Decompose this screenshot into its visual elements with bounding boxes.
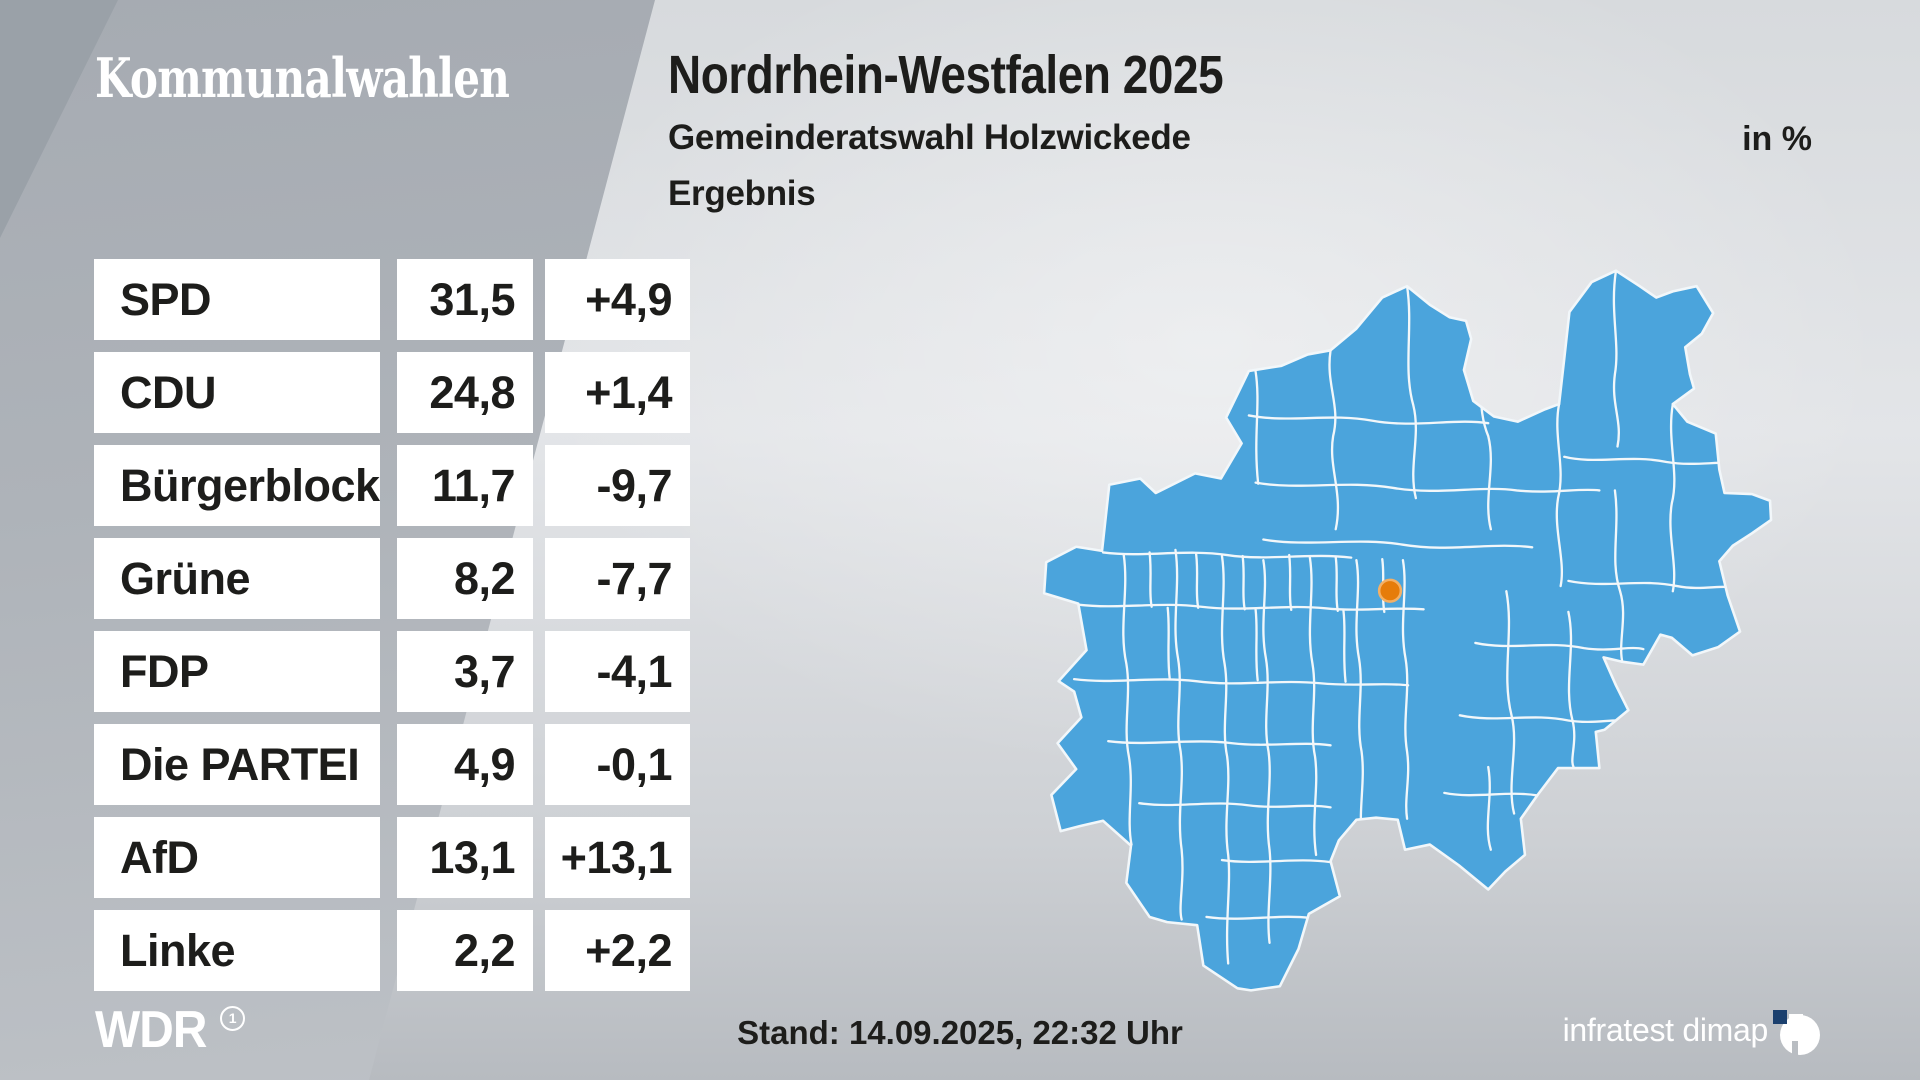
party-text: FDP <box>120 645 209 697</box>
value-cell: 2,2 <box>397 910 533 991</box>
timestamp: Stand: 14.09.2025, 22:32 Uhr <box>737 1014 1183 1051</box>
party-cell: Linke <box>94 910 380 991</box>
subtitle-election: Gemeinderatswahl Holzwickede <box>668 118 1191 157</box>
value-text: 24,8 <box>429 366 515 418</box>
value-text: 13,1 <box>429 831 515 883</box>
party-cell: SPD <box>94 259 380 340</box>
change-text: +1,4 <box>585 366 672 418</box>
infratest-dimap-label: infratest dimap <box>1562 1012 1769 1048</box>
value-cell: 11,7 <box>397 445 533 526</box>
party-text: Grüne <box>120 552 251 604</box>
unit-label: in % <box>1742 120 1812 158</box>
value-cell: 31,5 <box>397 259 533 340</box>
party-text: Linke <box>120 924 236 976</box>
subtitle-section: Ergebnis <box>668 174 816 213</box>
value-cell: 3,7 <box>397 631 533 712</box>
change-text: -4,1 <box>596 645 672 697</box>
wdr-logo: WDR 1 <box>95 1001 246 1059</box>
value-cell: 24,8 <box>397 352 533 433</box>
change-text: +4,9 <box>585 273 672 325</box>
party-text: CDU <box>120 366 217 418</box>
nrw-map <box>1042 269 1773 992</box>
change-text: +13,1 <box>560 831 673 883</box>
wdr-logo-text: WDR <box>95 1001 207 1059</box>
value-text: 31,5 <box>429 273 515 325</box>
value-text: 4,9 <box>453 738 516 790</box>
party-cell: Die PARTEI <box>94 724 380 805</box>
party-cell: Bürgerblock <box>94 445 380 526</box>
infratest-dimap-icon <box>1773 1010 1820 1056</box>
value-text: 2,2 <box>453 924 516 976</box>
change-cell: -4,1 <box>545 631 690 712</box>
change-cell: +1,4 <box>545 352 690 433</box>
party-text: SPD <box>120 273 212 325</box>
change-cell: -7,7 <box>545 538 690 619</box>
change-text: -9,7 <box>596 459 672 511</box>
party-cell: AfD <box>94 817 380 898</box>
district-borders <box>1072 270 1746 965</box>
party-text: AfD <box>120 831 199 883</box>
party-cell: CDU <box>94 352 380 433</box>
holzwickede-marker <box>1377 578 1403 603</box>
party-cell: FDP <box>94 631 380 712</box>
page-title: Nordrhein-Westfalen 2025 <box>668 45 1224 105</box>
ard-one-icon: 1 <box>220 1006 246 1031</box>
value-text: 3,7 <box>453 645 516 697</box>
value-cell: 8,2 <box>397 538 533 619</box>
change-cell: -9,7 <box>545 445 690 526</box>
change-text: -7,7 <box>596 552 672 604</box>
change-cell: +2,2 <box>545 910 690 991</box>
change-cell: +13,1 <box>545 817 690 898</box>
party-cell: Grüne <box>94 538 380 619</box>
value-text: 11,7 <box>431 459 516 511</box>
change-text: -0,1 <box>596 738 672 790</box>
party-text: Die PARTEI <box>120 738 360 790</box>
value-text: 8,2 <box>453 552 516 604</box>
change-text: +2,2 <box>585 924 672 976</box>
nrw-state-shape <box>1042 269 1773 992</box>
program-title: Kommunalwahlen <box>95 46 510 110</box>
value-cell: 13,1 <box>397 817 533 898</box>
party-text: Bürgerblock <box>120 459 380 511</box>
change-cell: -0,1 <box>545 724 690 805</box>
change-cell: +4,9 <box>545 259 690 340</box>
value-cell: 4,9 <box>397 724 533 805</box>
